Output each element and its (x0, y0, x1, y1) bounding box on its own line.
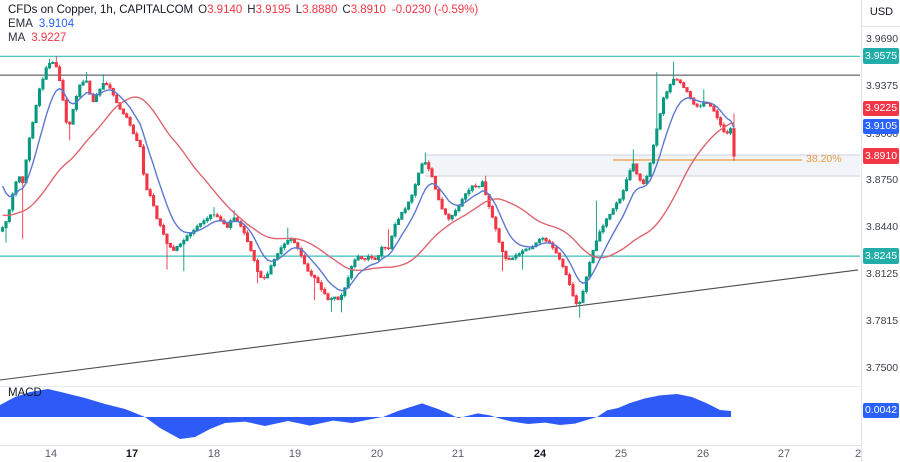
price-tick-label: 3.9375 (866, 80, 899, 93)
symbol-title[interactable]: CFDs on Copper, 1h, CAPITALCOM (8, 4, 194, 16)
price-tick-label: 3.7500 (866, 361, 899, 374)
fib-retracement-label: 38.20% (806, 152, 842, 165)
ascending-trendline[interactable] (0, 269, 859, 381)
price-axis[interactable]: USD 3.96903.93753.90603.87503.84403.8125… (861, 0, 900, 462)
time-tick-24: 24 (533, 448, 547, 460)
time-axis[interactable]: 14 17 18 19 20 21 24 25 26 27 2 (0, 445, 861, 462)
time-tick-14: 14 (44, 448, 58, 460)
open-value: 3.9140 (207, 4, 243, 16)
legend-row-ema: EMA 3.9104 (8, 17, 478, 31)
time-tick-19: 19 (288, 448, 302, 460)
axis-header-separator (862, 26, 900, 27)
price-badge-blue: 3.9105 (863, 118, 899, 135)
time-tick-18: 18 (207, 448, 221, 460)
price-badge-teal: 3.9575 (863, 48, 899, 64)
close-label: C (342, 4, 351, 16)
high-label: H (247, 4, 256, 16)
price-badge-teal: 3.8245 (863, 248, 899, 264)
ma-value: 3.9227 (31, 32, 67, 44)
macd-indicator-label[interactable]: MACD (8, 387, 42, 399)
ma-label: MA (8, 32, 26, 44)
time-tick-27: 27 (777, 448, 791, 460)
macd-area (0, 389, 731, 439)
time-tick-21: 21 (451, 448, 465, 460)
currency-label: USD (869, 6, 894, 18)
low-value: 3.8880 (302, 4, 338, 16)
up-candles (1, 58, 733, 318)
chart-legend: CFDs on Copper, 1h, CAPITALCOM O3.9140 H3.… (8, 3, 478, 45)
legend-row-symbol: CFDs on Copper, 1h, CAPITALCOM O3.9140 H3.… (8, 3, 478, 17)
macd-value-badge: 0.0042 (863, 402, 899, 419)
price-tick-label: 3.8440 (866, 220, 899, 233)
time-tick-25: 25 (614, 448, 628, 460)
ema-label: EMA (8, 18, 33, 30)
supply-zone (425, 155, 860, 177)
time-tick-26: 26 (696, 448, 710, 460)
price-tick-label: 3.8125 (866, 268, 899, 281)
ema-line (1, 87, 735, 292)
pane-separator[interactable] (0, 386, 861, 387)
change-value: -0.0230 (-0.59%) (391, 4, 479, 16)
high-value: 3.9195 (255, 4, 291, 16)
price-badge-red: 3.8910 (863, 148, 899, 164)
ema-value: 3.9104 (38, 18, 75, 30)
down-candles (21, 56, 736, 306)
price-tick-label: 3.7815 (866, 314, 899, 327)
close-value: 3.8910 (350, 4, 386, 16)
open-label: O (198, 4, 208, 16)
legend-row-ma: MA 3.9227 (8, 31, 478, 45)
time-tick-17: 17 (125, 448, 139, 460)
ma-line (2, 96, 735, 271)
low-label: L (295, 4, 303, 16)
price-tick-label: 3.9690 (866, 33, 899, 46)
price-tick-label: 3.8750 (866, 174, 899, 187)
time-tick-2: 2 (854, 448, 862, 460)
price-badge-red: 3.9225 (863, 100, 899, 117)
time-tick-20: 20 (370, 448, 384, 460)
